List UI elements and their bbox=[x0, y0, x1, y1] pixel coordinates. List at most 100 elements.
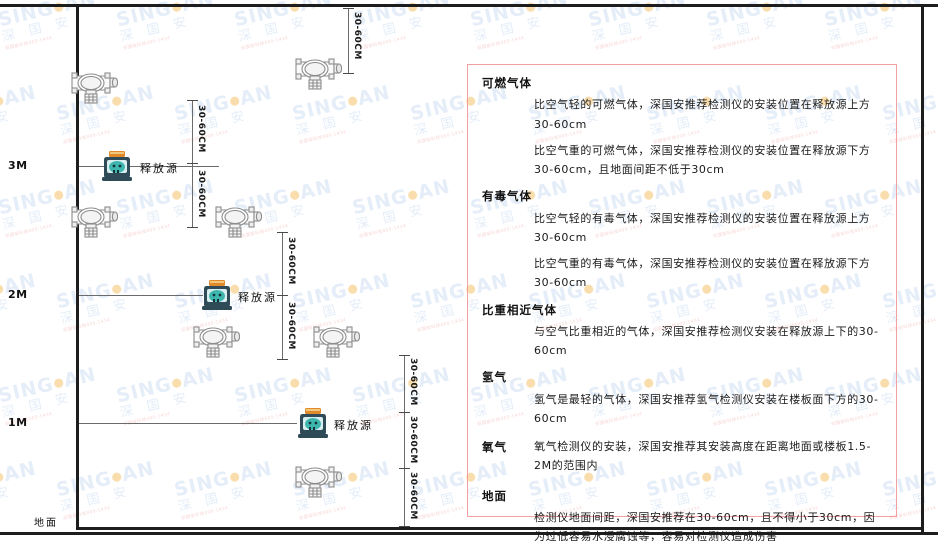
watermark-cn: 深 国 安 bbox=[118, 14, 193, 45]
gas-detector-glyph bbox=[313, 326, 361, 358]
watermark-dot bbox=[53, 189, 65, 201]
dimension-label-upperleft-2: 30-60CM bbox=[196, 170, 206, 218]
frame-top-border bbox=[0, 4, 938, 7]
watermark-cn: 深 国 安 bbox=[118, 390, 193, 421]
level-label-2m: 2M bbox=[8, 288, 28, 301]
watermark-sub: 深国安科技400-1434 bbox=[476, 36, 525, 52]
gas-detector-glyph bbox=[295, 58, 343, 90]
dimension-label-middle-1: 30-60CM bbox=[286, 237, 296, 285]
watermark-dot bbox=[347, 471, 359, 483]
info-panel: 可燃气体 比空气轻的可燃气体，深国安推荐检测仪的安装位置在释放源上方30-60c… bbox=[467, 64, 897, 541]
gas-detector-icon-6 bbox=[306, 316, 361, 364]
watermark-dot bbox=[0, 95, 5, 107]
level-line-3m bbox=[79, 166, 219, 167]
panel-section-toxic: 有毒气体 比空气轻的有毒气体，深国安推荐检测仪的安装位置在释放源上方30-60c… bbox=[482, 188, 884, 292]
watermark-sub: 深国安科技400-1434 bbox=[122, 36, 171, 52]
gas-detector-glyph bbox=[215, 206, 263, 238]
watermark-dot bbox=[111, 471, 123, 483]
watermark-dot bbox=[171, 377, 183, 389]
dimension-label-right-1: 30-60CM bbox=[408, 358, 418, 406]
watermark-sub: 深国安科技400-1434 bbox=[180, 506, 229, 522]
release-source-label-2m: 释放源 bbox=[238, 291, 277, 304]
watermark-dot bbox=[289, 377, 301, 389]
watermark-dot bbox=[171, 189, 183, 201]
vertical-axis bbox=[76, 7, 79, 528]
dimension-label-upperleft-1: 30-60CM bbox=[196, 105, 206, 153]
section-text-hydrogen-1: 氢气是最轻的气体，深国安推荐氢气检测仪安装在楼板面下方的30-60cm bbox=[534, 392, 879, 425]
gas-detector-icon-3 bbox=[64, 196, 119, 244]
frame-bottom-border bbox=[0, 532, 938, 535]
watermark-cn: 深 国 安 bbox=[354, 390, 429, 421]
watermark-dot bbox=[289, 189, 301, 201]
info-panel-content: 可燃气体 比空气轻的可燃气体，深国安推荐检测仪的安装位置在释放源上方30-60c… bbox=[468, 65, 896, 541]
watermark-cn: 深 国 安 bbox=[236, 14, 311, 45]
ground-axis bbox=[76, 527, 921, 530]
section-title-hydrogen: 氢气 bbox=[482, 370, 507, 385]
watermark-cn: 深 国 安 bbox=[354, 14, 429, 45]
watermark-dot bbox=[53, 377, 65, 389]
watermark-sub: 深国安科技400-1434 bbox=[0, 306, 43, 334]
gas-detector-glyph bbox=[71, 206, 119, 238]
watermark-cn: 深 国 安 bbox=[826, 14, 901, 45]
watermark-cn: 深 国 安 bbox=[294, 108, 369, 139]
release-source-icon-3m bbox=[100, 150, 134, 186]
dimension-label-right-3: 30-60CM bbox=[408, 472, 418, 520]
watermark-cn: 深 国 安 bbox=[58, 484, 133, 515]
section-text-toxic-1: 比空气轻的有毒气体，深国安推荐检测仪的安装位置在释放源上方30-60cm bbox=[534, 211, 871, 244]
watermark-cn: 深 国 安 bbox=[354, 202, 429, 233]
gas-detector-icon-7 bbox=[288, 456, 343, 504]
watermark-sub: 深国安科技400-1434 bbox=[122, 224, 171, 240]
panel-section-flammable: 可燃气体 比空气轻的可燃气体，深国安推荐检测仪的安装位置在释放源上方30-60c… bbox=[482, 75, 884, 179]
section-title-toxic: 有毒气体 bbox=[482, 189, 532, 204]
gas-detector-icon-2 bbox=[288, 48, 343, 96]
watermark-dot bbox=[0, 471, 5, 483]
ground-label: 地面 bbox=[34, 518, 58, 529]
level-line-2m bbox=[79, 295, 203, 296]
watermark-sub: 深国安科技400-1434 bbox=[712, 36, 761, 52]
watermark-dot bbox=[347, 95, 359, 107]
release-source-icon-2m bbox=[200, 279, 234, 315]
watermark-dot bbox=[111, 283, 123, 295]
watermark-dot bbox=[347, 283, 359, 295]
release-source-label-3m: 释放源 bbox=[140, 162, 179, 175]
watermark-sub: 深国安科技400-1434 bbox=[594, 36, 643, 52]
dimension-label-middle-2: 30-60CM bbox=[286, 302, 296, 350]
watermark-sub: 深国安科技400-1434 bbox=[358, 224, 407, 240]
section-title-oxygen: 氧气 bbox=[482, 440, 507, 454]
panel-section-ground: 地面 检测仪地面间距，深国安推荐在30-60cm，且不得小于30cm，因为过低容… bbox=[482, 488, 884, 541]
level-label-1m: 1M bbox=[8, 416, 28, 429]
watermark-cn: 深 国 安 bbox=[58, 296, 133, 327]
section-text-oxygen: 氧气检测仪的安装，深国安推荐其安装高度在距离地面或楼板1.5-2M的范围内 bbox=[534, 440, 872, 473]
watermark-cn: 深 国 安 bbox=[0, 108, 15, 139]
release-source-label-1m: 释放源 bbox=[334, 419, 373, 432]
section-text-similar-density-1: 与空气比重相近的气体，深国安推荐检测仪安装在释放源上下的30-60cm bbox=[534, 324, 879, 357]
release-source-icon-1m bbox=[296, 407, 330, 443]
level-label-3m: 3M bbox=[8, 159, 28, 172]
watermark-cn: 深 国 安 bbox=[176, 484, 251, 515]
section-text-flammable-2: 比空气重的可燃气体，深国安推荐检测仪的安装位置在释放源下方30-60cm，且地面… bbox=[534, 143, 871, 176]
watermark-sub: 深国安科技400-1434 bbox=[0, 118, 43, 146]
gas-detector-glyph bbox=[71, 72, 119, 104]
section-text-toxic-2: 比空气重的有毒气体，深国安推荐检测仪的安装位置在释放源下方30-60cm bbox=[534, 257, 871, 290]
watermark-sub: 深国安科技400-1434 bbox=[4, 36, 53, 52]
